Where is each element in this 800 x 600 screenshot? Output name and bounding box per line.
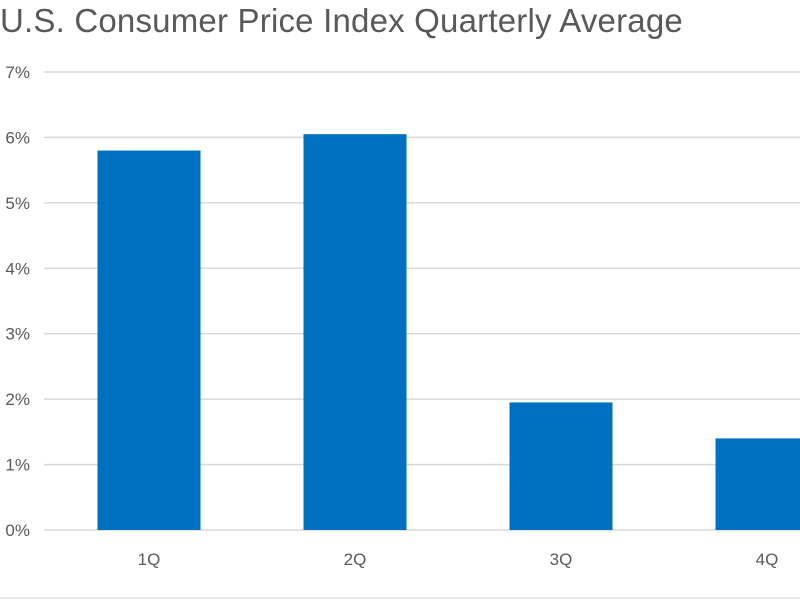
bar-3q: [509, 402, 613, 530]
y-tick-label: 1%: [5, 456, 30, 475]
y-tick-label: 3%: [5, 325, 30, 344]
y-tick-label: 5%: [5, 194, 30, 213]
bar-4q: [715, 438, 800, 530]
y-axis-tick-labels: 0% 1% 2% 3% 4% 5% 6% 7%: [5, 63, 30, 540]
bar-1q: [97, 150, 201, 530]
x-tick-label: 2Q: [344, 550, 367, 569]
y-tick-label: 7%: [5, 63, 30, 82]
x-tick-label: 1Q: [138, 550, 161, 569]
bar-2q: [303, 134, 407, 530]
y-tick-label: 0%: [5, 521, 30, 540]
y-tick-label: 6%: [5, 128, 30, 147]
x-tick-label: 4Q: [756, 550, 779, 569]
y-tick-label: 4%: [5, 259, 30, 278]
x-tick-label: 3Q: [550, 550, 573, 569]
chart-title: U.S. Consumer Price Index Quarterly Aver…: [0, 2, 683, 39]
x-axis-tick-labels: 1Q 2Q 3Q 4Q: [138, 550, 779, 569]
bars: [97, 134, 800, 530]
y-tick-label: 2%: [5, 390, 30, 409]
